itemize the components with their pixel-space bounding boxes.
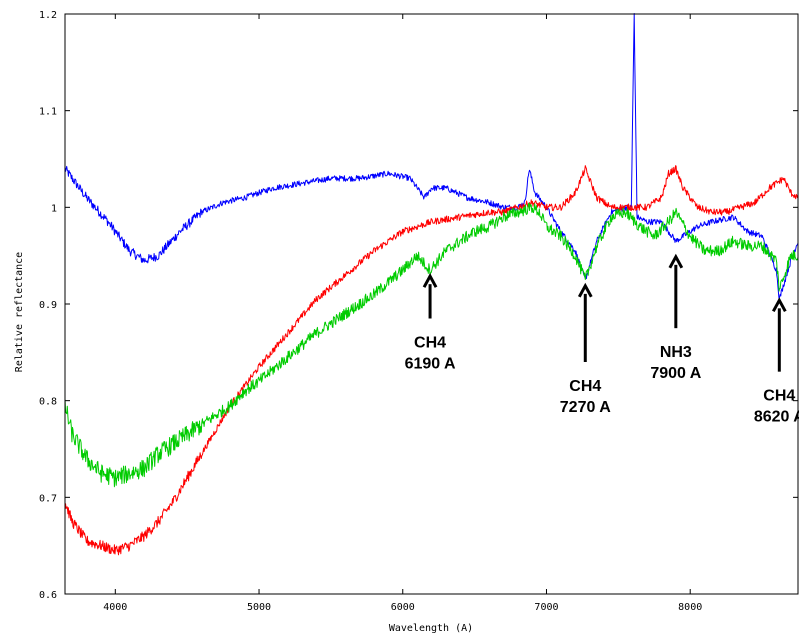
x-tick-label-2: 6000 xyxy=(391,602,415,613)
y-tick-label-3: 0.9 xyxy=(39,300,57,311)
y-tick-label-6: 1.2 xyxy=(39,10,57,21)
annotation-label-line1-2: NH3 xyxy=(660,344,692,361)
annotation-2: NH3 7900 A xyxy=(650,253,702,382)
x-tick-label-1: 5000 xyxy=(247,602,271,613)
annotation-label-line1-0: CH4 xyxy=(414,335,446,352)
annotation-label-line2-2: 7900 A xyxy=(650,365,701,382)
annotation-arrow-head-0 xyxy=(422,273,438,288)
y-tick-label-0: 0.6 xyxy=(39,590,57,601)
y-axis-label: Relative reflectance xyxy=(14,252,25,372)
series-line-1 xyxy=(64,165,799,556)
annotation-arrow-head-2 xyxy=(668,253,684,269)
annotation-layer: CH4 6190 A CH4 7270 A NH3 7900 A CH4 8620 A xyxy=(405,253,799,426)
x-tick-label-4: 8000 xyxy=(678,602,702,613)
series-line-0 xyxy=(64,13,799,300)
annotation-3: CH4 8620 A xyxy=(754,297,799,426)
y-tick-label-1: 0.7 xyxy=(39,493,57,504)
x-tick-label-0: 4000 xyxy=(103,602,127,613)
annotation-arrow-head-3 xyxy=(771,297,787,313)
series-layer xyxy=(64,13,799,556)
y-tick-label-4: 1 xyxy=(51,203,57,214)
x-tick-label-3: 7000 xyxy=(534,602,558,613)
y-tick-label-2: 0.8 xyxy=(39,397,57,408)
y-tick-label-5: 1.1 xyxy=(39,107,57,118)
series-line-2 xyxy=(64,202,799,488)
annotation-label-line2-0: 6190 A xyxy=(405,356,456,373)
annotation-0: CH4 6190 A xyxy=(405,273,456,373)
annotation-arrow-head-1 xyxy=(577,282,593,298)
x-axis-label: Wavelength (A) xyxy=(389,623,473,634)
axis-layer: 4000 5000 6000 7000 8000 0.6 0.7 0.8 0.9 1 1.1 1.2 xyxy=(39,10,798,613)
annotation-label-line2-3: 8620 A xyxy=(754,409,799,426)
series-1 xyxy=(64,165,799,556)
annotation-1: CH4 7270 A xyxy=(560,282,611,416)
annotation-label-line1-1: CH4 xyxy=(569,378,601,395)
annotation-label-line1-3: CH4 xyxy=(763,388,795,405)
series-2 xyxy=(64,202,799,488)
series-0 xyxy=(64,13,799,300)
annotation-label-line2-1: 7270 A xyxy=(560,399,611,416)
